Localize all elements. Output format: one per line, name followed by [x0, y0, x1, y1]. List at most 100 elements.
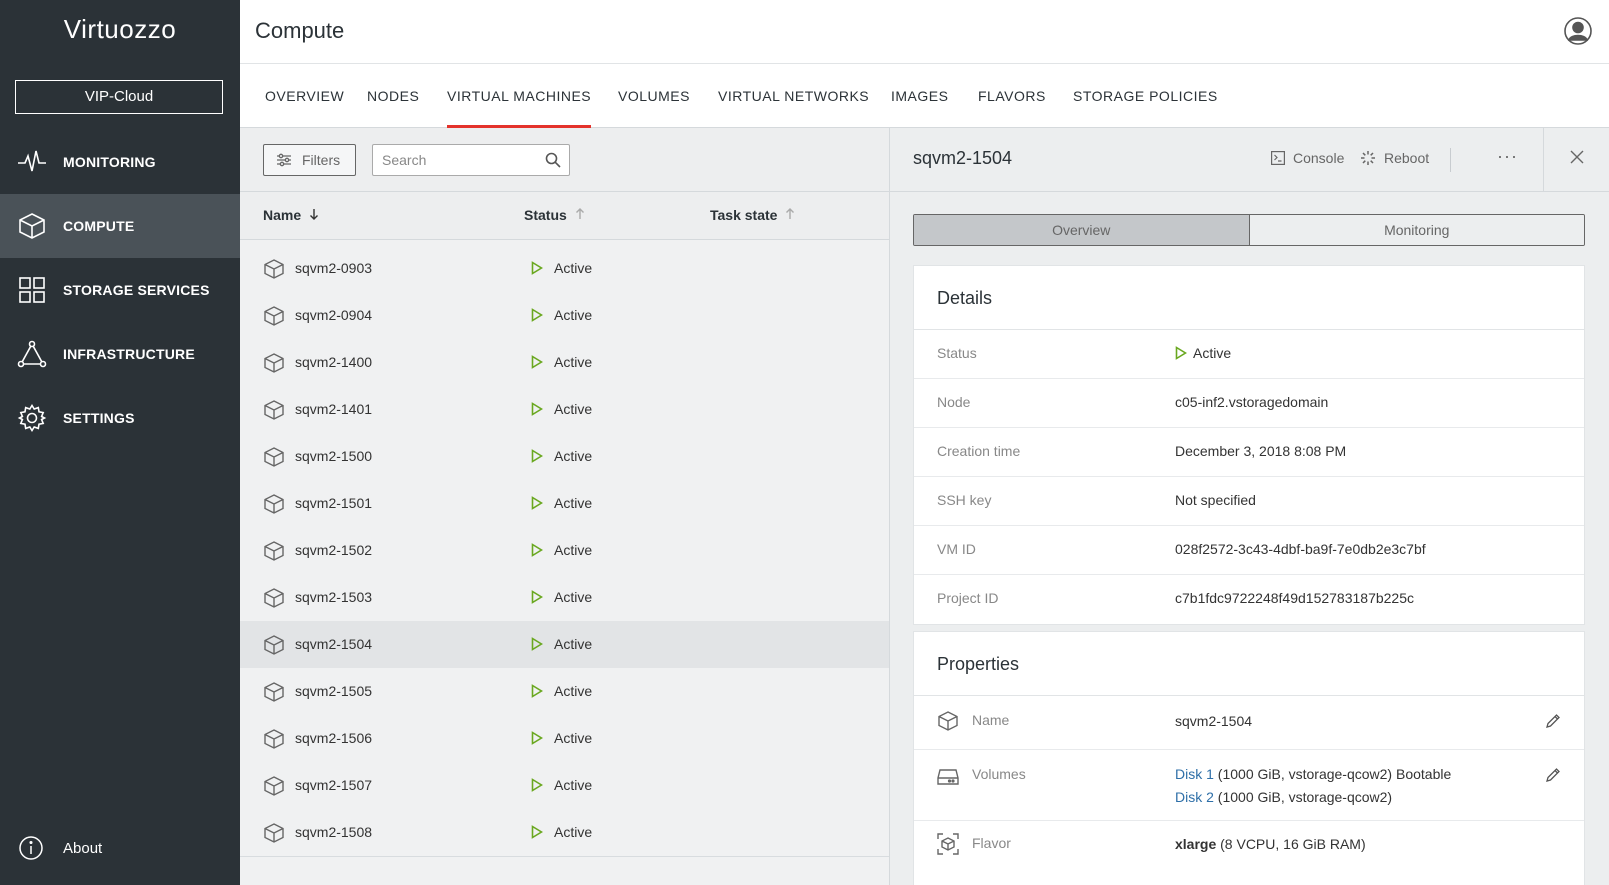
vm-name: sqvm2-1401: [295, 401, 373, 417]
search-icon[interactable]: [545, 152, 561, 171]
close-icon[interactable]: [1570, 150, 1584, 167]
vm-name: sqvm2-1506: [295, 730, 373, 746]
detail-key: VM ID: [937, 541, 976, 557]
tab-virtual-machines[interactable]: VIRTUAL MACHINES: [447, 64, 592, 128]
grid-icon: [16, 274, 48, 306]
vm-status: Active: [554, 307, 593, 323]
active-status-icon: [531, 731, 544, 748]
divider: [1543, 128, 1544, 192]
vm-name: sqvm2-0904: [295, 307, 373, 323]
virtuozzo-logo[interactable]: Virtuozzo: [0, 14, 240, 45]
sidebar-item-label: MONITORING: [63, 154, 156, 170]
table-row[interactable]: sqvm2-1501 Active: [240, 480, 889, 528]
disk-1-link[interactable]: Disk 1: [1175, 766, 1214, 782]
reboot-label: Reboot: [1384, 150, 1430, 166]
vm-cube-icon: [263, 728, 285, 753]
user-avatar-icon[interactable]: [1563, 16, 1593, 46]
vm-cube-icon: [263, 822, 285, 847]
project-selector-button[interactable]: VIP-Cloud: [15, 80, 223, 114]
tab-storage-policies[interactable]: STORAGE POLICIES: [1073, 88, 1218, 104]
column-header-name[interactable]: Name: [263, 207, 319, 223]
vm-status: Active: [554, 683, 593, 699]
segment-overview[interactable]: Overview: [914, 215, 1249, 245]
property-key: Flavor: [972, 835, 1011, 851]
detail-value: Active: [1175, 345, 1231, 361]
detail-row-project-id: Project ID c7b1fdc9722248f49d152783187b2…: [914, 575, 1584, 624]
column-task-state-label: Task state: [710, 207, 778, 223]
status-value: Active: [1193, 345, 1232, 361]
sort-up-icon: [785, 207, 795, 223]
table-row[interactable]: sqvm2-1401 Active: [240, 386, 889, 434]
details-card: Details Status Active Node c05-inf2.vsto…: [913, 265, 1585, 625]
table-row[interactable]: sqvm2-0904 Active: [240, 292, 889, 340]
search-input[interactable]: [373, 145, 533, 175]
detail-key: Creation time: [937, 443, 1021, 459]
segment-monitoring[interactable]: Monitoring: [1248, 215, 1584, 245]
pulse-icon: [16, 146, 48, 178]
more-actions-button[interactable]: ···: [1497, 146, 1518, 166]
vm-name: sqvm2-1507: [295, 777, 373, 793]
edit-name-icon[interactable]: [1545, 713, 1561, 732]
tab-flavors[interactable]: FLAVORS: [978, 88, 1046, 104]
table-row[interactable]: sqvm2-1502 Active: [240, 527, 889, 575]
tab-volumes[interactable]: VOLUMES: [618, 88, 690, 104]
edit-volumes-icon[interactable]: [1545, 767, 1561, 786]
vm-name: sqvm2-1502: [295, 542, 373, 558]
column-header-status[interactable]: Status: [524, 207, 585, 223]
console-button[interactable]: Console: [1271, 150, 1344, 166]
vm-cube-icon: [263, 681, 285, 706]
column-header-task-state[interactable]: Task state: [710, 207, 795, 223]
cube-icon: [16, 210, 48, 242]
table-row[interactable]: sqvm2-0903 Active: [240, 245, 889, 293]
table-row[interactable]: sqvm2-1504 Active: [240, 621, 889, 669]
tab-virtual-networks[interactable]: VIRTUAL NETWORKS: [718, 88, 870, 104]
vm-status: Active: [554, 777, 593, 793]
table-row[interactable]: sqvm2-1506 Active: [240, 715, 889, 763]
about-link[interactable]: About: [16, 833, 102, 863]
sidebar-item-infrastructure[interactable]: INFRASTRUCTURE: [0, 322, 240, 386]
logo-text: Virtuozzo: [63, 14, 177, 44]
table-row[interactable]: sqvm2-1507 Active: [240, 762, 889, 810]
details-card-title: Details: [914, 266, 1584, 330]
sidebar-item-compute[interactable]: COMPUTE: [0, 194, 240, 258]
vm-status: Active: [554, 495, 593, 511]
cube-icon: [937, 710, 959, 735]
sidebar-item-monitoring[interactable]: MONITORING: [0, 130, 240, 194]
sidebar-item-label: STORAGE SERVICES: [63, 282, 210, 298]
detail-row-vm-id: VM ID 028f2572-3c43-4dbf-ba9f-7e0db2e3c7…: [914, 526, 1584, 575]
active-status-icon: [531, 543, 544, 560]
reboot-button[interactable]: Reboot: [1360, 150, 1429, 166]
table-row[interactable]: sqvm2-1503 Active: [240, 574, 889, 622]
column-status-label: Status: [524, 207, 567, 223]
vm-cube-icon: [263, 493, 285, 518]
table-row[interactable]: sqvm2-1500 Active: [240, 433, 889, 481]
sidebar: Virtuozzo VIP-Cloud MONITORING COMPUTE S…: [0, 0, 240, 885]
active-status-icon: [531, 778, 544, 795]
vm-cube-icon: [263, 775, 285, 800]
properties-card-title: Properties: [914, 632, 1584, 696]
sidebar-item-storage-services[interactable]: STORAGE SERVICES: [0, 258, 240, 322]
filters-button[interactable]: Filters: [263, 144, 356, 176]
disk-2-link[interactable]: Disk 2: [1175, 789, 1214, 805]
vm-cube-icon: [263, 540, 285, 565]
compute-tabs: OVERVIEW NODES VIRTUAL MACHINES VOLUMES …: [240, 64, 1609, 128]
property-row-volumes: Volumes Disk 1 (1000 GiB, vstorage-qcow2…: [914, 750, 1584, 821]
table-row[interactable]: sqvm2-1508 Active: [240, 809, 889, 857]
vm-cube-icon: [263, 258, 285, 283]
active-status-icon: [531, 825, 544, 842]
flavor-name: xlarge: [1175, 836, 1217, 852]
active-status-icon: [531, 402, 544, 419]
sidebar-item-settings[interactable]: SETTINGS: [0, 386, 240, 450]
table-row[interactable]: sqvm2-1400 Active: [240, 339, 889, 387]
vm-status: Active: [554, 824, 593, 840]
detail-key: SSH key: [937, 492, 992, 508]
console-label: Console: [1293, 150, 1345, 166]
table-row[interactable]: sqvm2-1505 Active: [240, 668, 889, 716]
tab-overview[interactable]: OVERVIEW: [265, 88, 345, 104]
vm-detail-panel: sqvm2-1504 Console Reboot ··· Overview M…: [890, 128, 1609, 885]
property-value: xlarge (8 VCPU, 16 GiB RAM): [1175, 833, 1366, 856]
tab-nodes[interactable]: NODES: [367, 88, 420, 104]
tab-images[interactable]: IMAGES: [891, 88, 949, 104]
active-status-icon: [531, 308, 544, 325]
property-key: Name: [972, 712, 1010, 728]
